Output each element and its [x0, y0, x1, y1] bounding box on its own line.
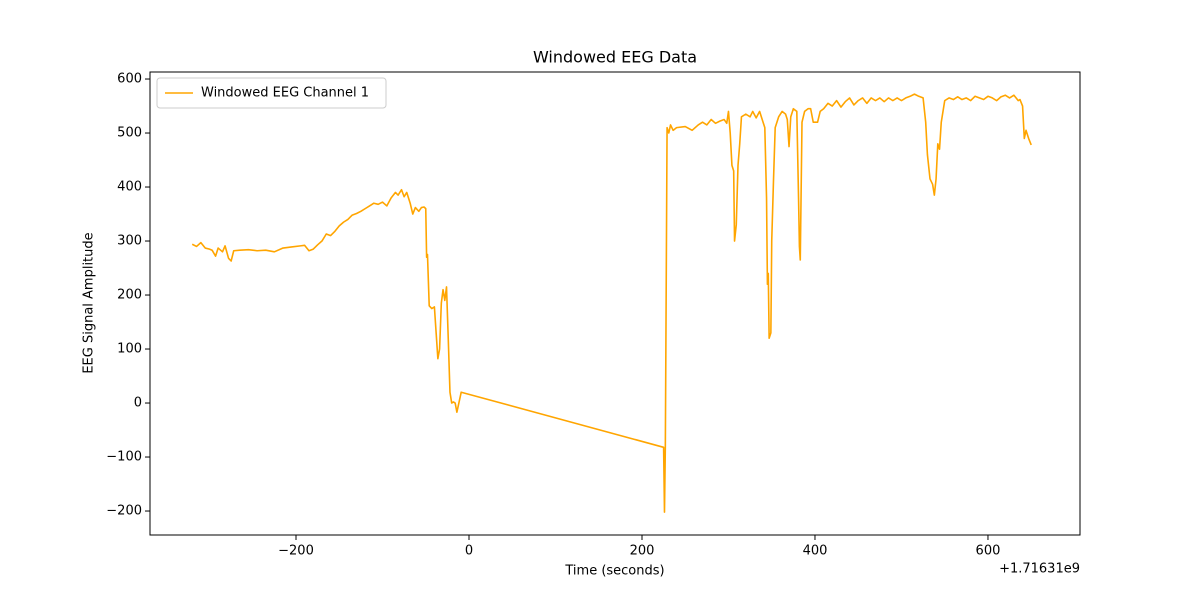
- x-tick-label: −200: [278, 544, 314, 559]
- y-axis-label: EEG Signal Amplitude: [82, 232, 97, 373]
- y-tick-label: 400: [117, 180, 142, 195]
- data-line: [191, 93, 1032, 513]
- y-tick-label: 600: [117, 72, 142, 87]
- plot-frame: [149, 71, 1081, 536]
- y-tick-label: 300: [117, 234, 142, 249]
- x-tick-label: 200: [630, 544, 655, 559]
- y-tick-label: 500: [117, 126, 142, 141]
- y-tick-label: 0: [134, 396, 142, 411]
- x-tick-label: 600: [976, 544, 1001, 559]
- y-tick-label: 200: [117, 288, 142, 303]
- x-tick-label: 0: [465, 544, 473, 559]
- y-tick-label: 100: [117, 342, 142, 357]
- legend-box: [156, 77, 387, 109]
- x-tick-label: 400: [803, 544, 828, 559]
- y-tick-label: −100: [106, 450, 142, 465]
- x-offset-label: +1.71631e9: [999, 562, 1080, 577]
- chart-title: Windowed EEG Data: [533, 48, 697, 67]
- x-axis-label: Time (seconds): [564, 564, 664, 579]
- legend-label: Windowed EEG Channel 1: [201, 86, 369, 101]
- y-tick-label: −200: [106, 504, 142, 519]
